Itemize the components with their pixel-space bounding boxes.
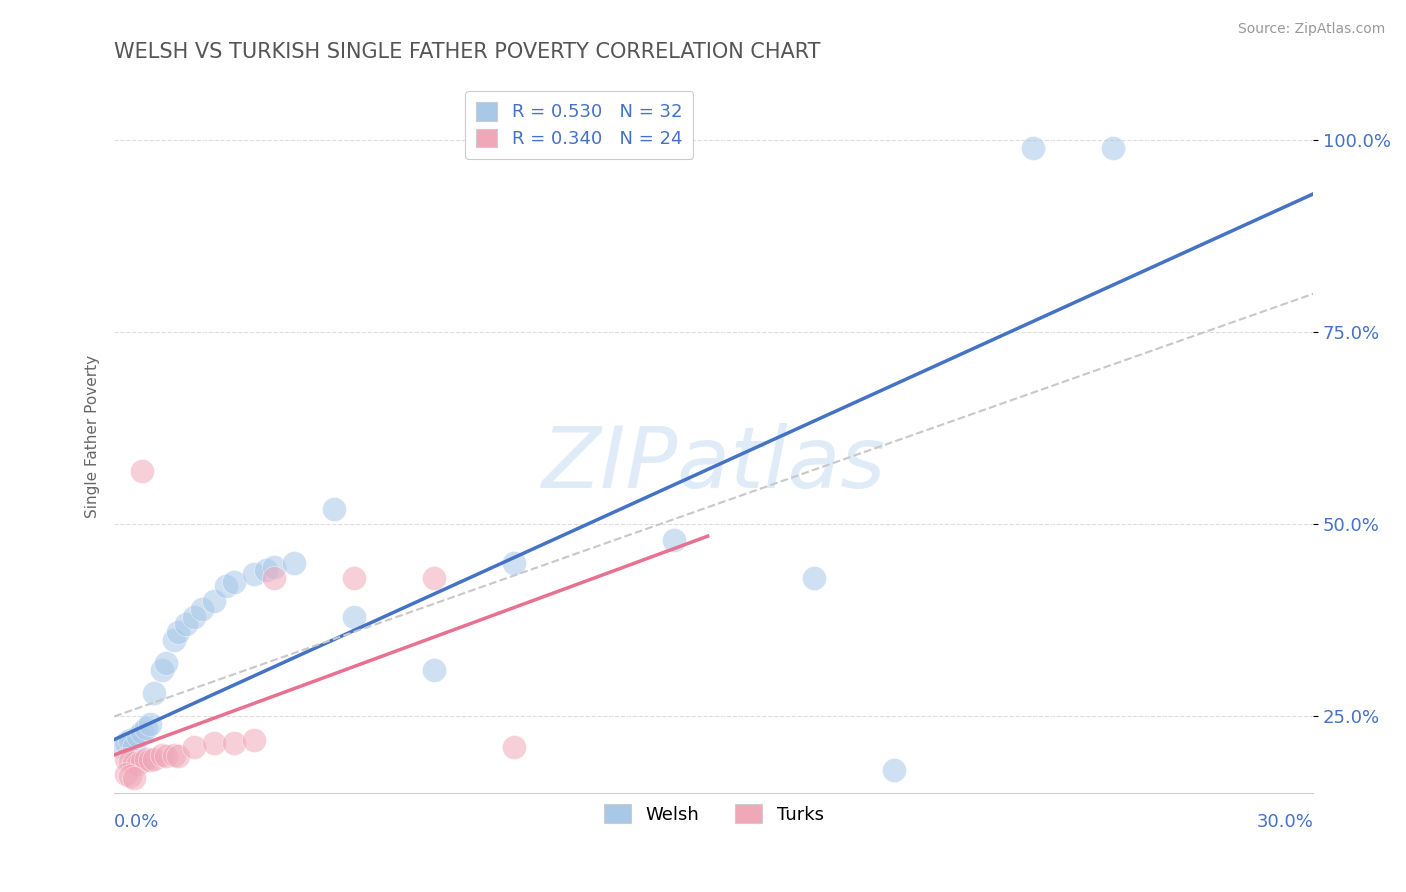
- Point: [155, 656, 177, 670]
- Point: [183, 740, 205, 755]
- Point: [323, 502, 346, 516]
- Point: [122, 740, 145, 755]
- Point: [883, 764, 905, 778]
- Point: [143, 752, 166, 766]
- Point: [343, 609, 366, 624]
- Point: [423, 664, 446, 678]
- Point: [502, 740, 524, 755]
- Point: [131, 754, 153, 768]
- Point: [139, 717, 162, 731]
- Text: Source: ZipAtlas.com: Source: ZipAtlas.com: [1237, 22, 1385, 37]
- Point: [131, 464, 153, 478]
- Point: [502, 556, 524, 570]
- Point: [1102, 141, 1125, 155]
- Point: [191, 602, 214, 616]
- Point: [254, 564, 277, 578]
- Point: [155, 749, 177, 764]
- Point: [150, 664, 173, 678]
- Point: [243, 732, 266, 747]
- Text: WELSH VS TURKISH SINGLE FATHER POVERTY CORRELATION CHART: WELSH VS TURKISH SINGLE FATHER POVERTY C…: [114, 42, 821, 62]
- Point: [122, 771, 145, 785]
- Point: [135, 752, 157, 766]
- Point: [243, 567, 266, 582]
- Point: [120, 732, 142, 747]
- Point: [202, 594, 225, 608]
- Point: [263, 559, 285, 574]
- Point: [803, 571, 825, 585]
- Point: [163, 632, 186, 647]
- Point: [1022, 141, 1045, 155]
- Point: [131, 724, 153, 739]
- Legend: Welsh, Turks: Welsh, Turks: [593, 793, 835, 834]
- Point: [120, 769, 142, 783]
- Text: 30.0%: 30.0%: [1257, 813, 1313, 830]
- Point: [222, 736, 245, 750]
- Point: [215, 579, 238, 593]
- Point: [135, 721, 157, 735]
- Text: ZIPatlas: ZIPatlas: [541, 423, 886, 506]
- Point: [115, 752, 138, 766]
- Point: [139, 753, 162, 767]
- Point: [143, 686, 166, 700]
- Point: [127, 729, 149, 743]
- Point: [662, 533, 685, 547]
- Text: 0.0%: 0.0%: [114, 813, 159, 830]
- Point: [423, 571, 446, 585]
- Point: [115, 736, 138, 750]
- Point: [163, 747, 186, 762]
- Point: [263, 571, 285, 585]
- Point: [167, 624, 190, 639]
- Point: [202, 736, 225, 750]
- Point: [283, 556, 305, 570]
- Point: [127, 757, 149, 772]
- Point: [111, 740, 134, 755]
- Point: [115, 767, 138, 781]
- Y-axis label: Single Father Poverty: Single Father Poverty: [86, 354, 100, 517]
- Point: [120, 754, 142, 768]
- Point: [174, 617, 197, 632]
- Point: [343, 571, 366, 585]
- Point: [150, 747, 173, 762]
- Point: [183, 609, 205, 624]
- Point: [122, 756, 145, 770]
- Point: [222, 574, 245, 589]
- Point: [167, 749, 190, 764]
